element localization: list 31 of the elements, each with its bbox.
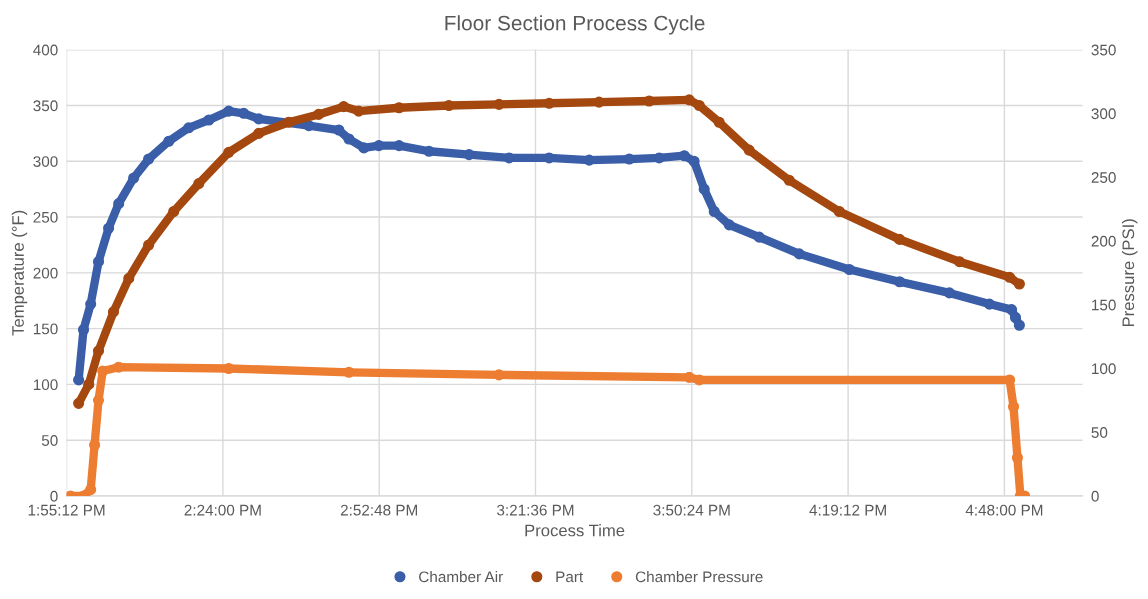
y2-tick-label: 100: [1092, 363, 1116, 375]
y2-tick-label: 50: [1091, 427, 1108, 438]
y2-axis-title: Pressure (PSI): [1121, 219, 1138, 327]
x-tick-label: 1:55:12 PM: [28, 504, 105, 516]
legend-label: Part: [556, 571, 584, 583]
y-tick-label: 0: [50, 490, 58, 502]
y2-tick-label: 300: [1091, 108, 1116, 120]
y-tick-label: 300: [33, 156, 58, 167]
y2-tick-label: 350: [1091, 44, 1116, 56]
y2-tick-label: 250: [1091, 172, 1116, 183]
x-tick-label: 3:50:24 PM: [653, 504, 730, 516]
x-tick-label: 4:48:00 PM: [965, 504, 1043, 516]
legend-label: Chamber Pressure: [635, 571, 763, 583]
y-tick-label: 250: [33, 211, 58, 223]
chart-title: Floor Section Process Cycle: [445, 15, 705, 35]
x-tick-label: 2:52:48 PM: [340, 504, 418, 516]
y2-tick-label: 0: [1091, 490, 1099, 502]
y2-tick-label: 200: [1091, 235, 1116, 247]
x-tick-label: 2:24:00 PM: [184, 504, 261, 516]
y-tick-label: 200: [33, 267, 58, 279]
x-tick-label: 3:21:36 PM: [497, 504, 574, 516]
y-tick-label: 150: [33, 323, 58, 335]
y-tick-label: 100: [33, 379, 58, 391]
legend-label: Chamber Air: [419, 571, 503, 583]
y-axis-title: Temperature (°F): [11, 210, 28, 336]
y-tick-label: 400: [33, 44, 58, 56]
x-tick-label: 4:19:12 PM: [809, 504, 886, 516]
x-axis-title: Process Time: [525, 524, 625, 537]
y-tick-label: 50: [41, 435, 58, 446]
y-tick-label: 350: [33, 100, 58, 112]
y2-tick-label: 150: [1092, 299, 1116, 311]
